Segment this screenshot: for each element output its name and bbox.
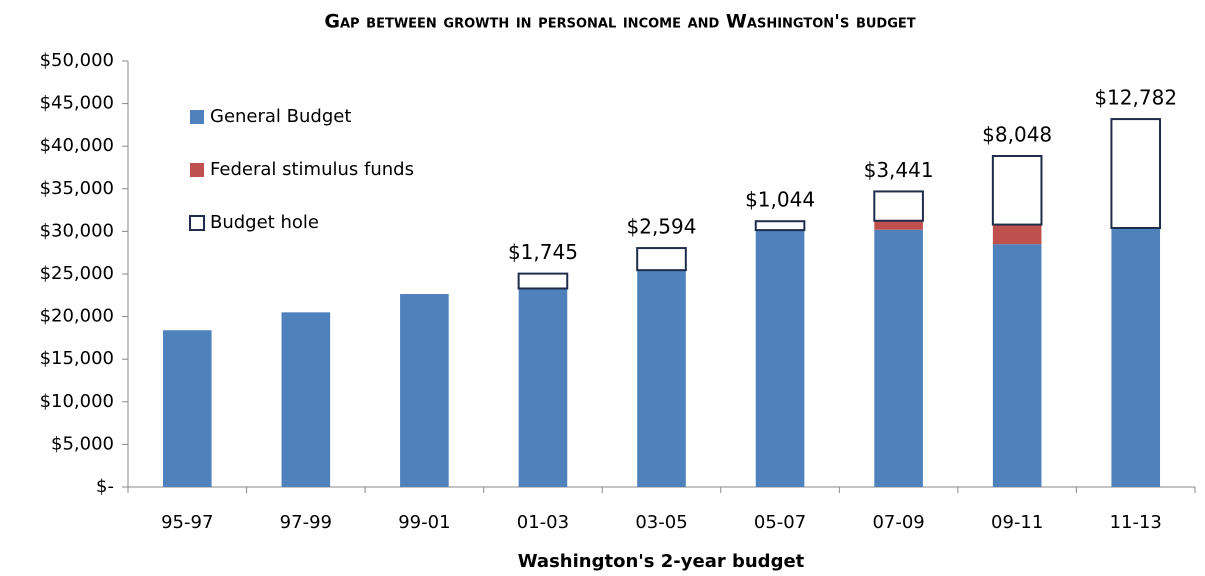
y-tick-label: $10,000	[40, 391, 114, 412]
bar-segment	[162, 330, 212, 487]
x-tick-label: 03-05	[635, 512, 687, 533]
x-tick-label: 07-09	[872, 512, 924, 533]
legend-swatch	[190, 163, 204, 177]
y-tick-label: $40,000	[40, 135, 114, 156]
legend-swatch	[190, 110, 204, 124]
y-tick-label: $35,000	[40, 178, 114, 199]
y-tick-label: $-	[96, 476, 114, 497]
x-tick-label: 97-99	[280, 512, 332, 533]
bar-segment	[991, 155, 1043, 226]
y-tick-label: $20,000	[40, 306, 114, 327]
legend-label: Federal stimulus funds	[210, 159, 414, 180]
data-label: $2,594	[627, 215, 697, 239]
data-label: $3,441	[864, 158, 934, 182]
bar-segment	[400, 294, 449, 487]
legend-label: General Budget	[210, 106, 351, 127]
data-label: $1,745	[508, 240, 578, 264]
bar-segment	[517, 272, 569, 290]
x-axis-label: Washington's 2-year budget	[518, 551, 805, 572]
bar-segment	[992, 224, 1042, 245]
bar-segment	[636, 247, 687, 272]
bar-segment	[518, 288, 568, 487]
y-tick-label: $25,000	[40, 263, 114, 284]
y-tick-label: $50,000	[40, 50, 114, 71]
x-tick-label: 95-97	[161, 512, 213, 533]
x-tick-label: 11-13	[1110, 512, 1162, 533]
legend-swatch	[189, 215, 205, 231]
bar-segment	[1110, 118, 1162, 229]
bar-segment	[637, 270, 686, 487]
y-tick-label: $15,000	[40, 348, 114, 369]
bar-segment	[754, 220, 806, 232]
legend-label: Budget hole	[210, 212, 319, 233]
data-label: $1,044	[745, 188, 815, 212]
chart-title: Gap between growth in personal income an…	[324, 11, 915, 33]
y-tick-label: $45,000	[40, 93, 114, 114]
x-tick-label: 01-03	[517, 512, 569, 533]
y-tick-label: $5,000	[51, 433, 114, 454]
y-tick-label: $30,000	[40, 220, 114, 241]
bar-segment	[1111, 227, 1161, 487]
x-tick-label: 05-07	[754, 512, 806, 533]
bar-segment	[874, 229, 923, 488]
bar-segment	[873, 190, 924, 222]
bar-segment	[281, 312, 331, 487]
bar-segment	[755, 230, 805, 487]
data-label: $12,782	[1094, 86, 1177, 110]
x-tick-label: 99-01	[398, 512, 450, 533]
bar-segment	[874, 220, 923, 230]
x-tick-label: 09-11	[991, 512, 1043, 533]
bar-segment	[992, 244, 1042, 487]
data-label: $8,048	[982, 123, 1052, 147]
